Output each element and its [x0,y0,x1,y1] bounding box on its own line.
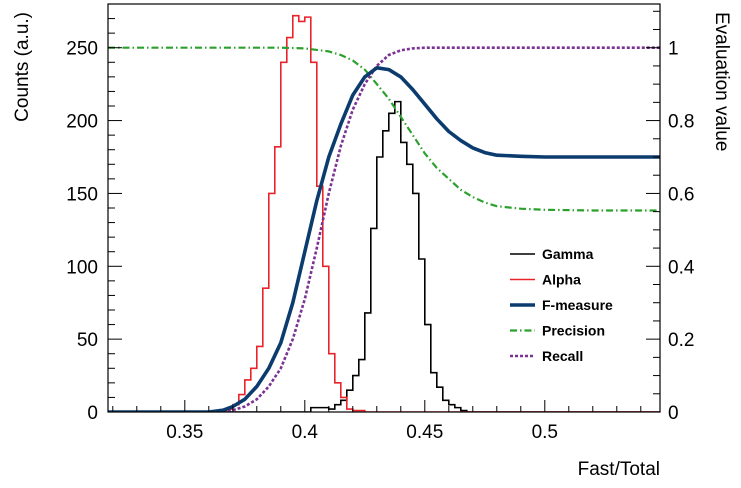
x-axis-title: Fast/Total [578,459,660,480]
axes: 0.35 0.4 0.45 0.5 0 50 100 150 200 250 0 0.2 0.4 0.6 0… [66,3,695,443]
legend-label-recall: Recall [542,348,583,364]
y-right-tick-label: 0.8 [668,112,694,133]
legend-label-gamma: Gamma [542,246,594,262]
histogram-alpha [108,14,660,412]
histogram-gamma [108,100,660,412]
legend: Gamma Alpha F-measure Precision Recall [510,246,613,364]
legend-label-alpha: Alpha [542,272,581,288]
y-right-tick-label: 0.6 [668,184,694,205]
legend-label-f-measure: F-measure [542,297,613,313]
x-tick-label: 0.45 [406,422,443,443]
series-f-measure [108,66,660,412]
x-tick-label: 0.35 [166,422,203,443]
y-axis-title-right: Evaluation value [711,12,732,151]
y-axis-title-left: Counts (a.u.) [12,12,33,122]
y-right-tick-label: 1 [668,39,679,60]
y-left-tick-label: 100 [66,257,98,278]
y-left-tick-label: 250 [66,39,98,60]
y-left-tick-label: 0 [87,403,98,424]
y-left-tick-label: 200 [66,112,98,133]
plot-clipped [108,14,660,412]
y-left-tick-label: 150 [66,184,98,205]
y-left-tick-label: 50 [77,330,98,351]
plot-area [108,14,660,412]
y-right-tick-label: 0.2 [668,330,694,351]
legend-label-precision: Precision [542,323,605,339]
y-right-tick-label: 0 [668,403,679,424]
series-recall [108,46,660,412]
x-tick-label: 0.4 [292,422,319,443]
y-right-tick-label: 0.4 [668,257,695,278]
series-precision [108,46,660,212]
x-tick-label: 0.5 [532,422,558,443]
